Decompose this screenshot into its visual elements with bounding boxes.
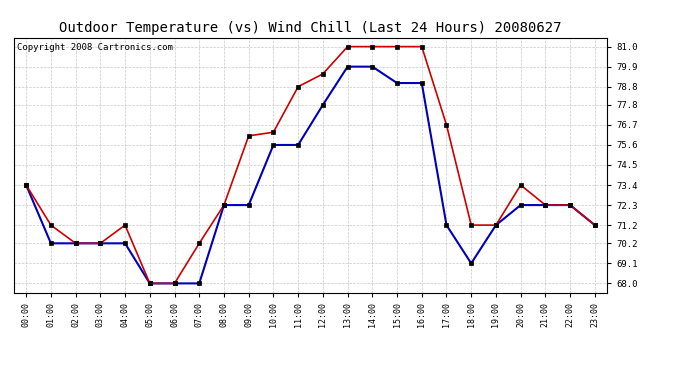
Text: Copyright 2008 Cartronics.com: Copyright 2008 Cartronics.com: [17, 43, 172, 52]
Title: Outdoor Temperature (vs) Wind Chill (Last 24 Hours) 20080627: Outdoor Temperature (vs) Wind Chill (Las…: [59, 21, 562, 35]
